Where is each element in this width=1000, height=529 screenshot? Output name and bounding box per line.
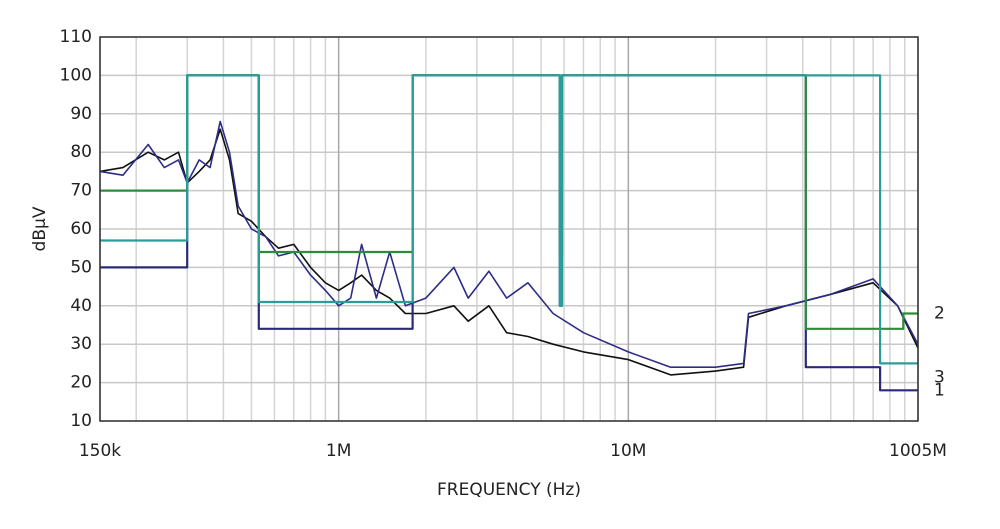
series-label: 2 — [934, 303, 945, 323]
y-tick-label: 50 — [70, 257, 92, 277]
series-line — [100, 74, 918, 365]
x-tick-label: 1M — [326, 441, 351, 461]
x-axis-title: FREQUENCY (Hz) — [437, 480, 581, 500]
y-tick-label: 80 — [70, 142, 92, 162]
y-tick-label: 10 — [70, 411, 92, 431]
y-tick-label: 40 — [70, 296, 92, 316]
series-label: 1 — [934, 380, 945, 400]
x-tick-label: 150k — [79, 441, 121, 461]
y-tick-label: 110 — [60, 27, 92, 47]
y-tick-label: 90 — [70, 104, 92, 124]
x-tick-label: 10M — [610, 441, 646, 461]
y-tick-label: 20 — [70, 373, 92, 393]
series-label: 3 — [934, 367, 945, 387]
y-tick-label: 100 — [60, 65, 92, 85]
series-line — [99, 120, 919, 368]
plot-frame — [99, 36, 919, 422]
y-axis-title: dBµV — [30, 206, 50, 251]
x-tick-label: 1005M — [889, 441, 947, 461]
y-tick-label: 30 — [70, 334, 92, 354]
series-line — [99, 128, 919, 376]
y-tick-label: 60 — [70, 219, 92, 239]
y-tick-label: 70 — [70, 181, 92, 201]
